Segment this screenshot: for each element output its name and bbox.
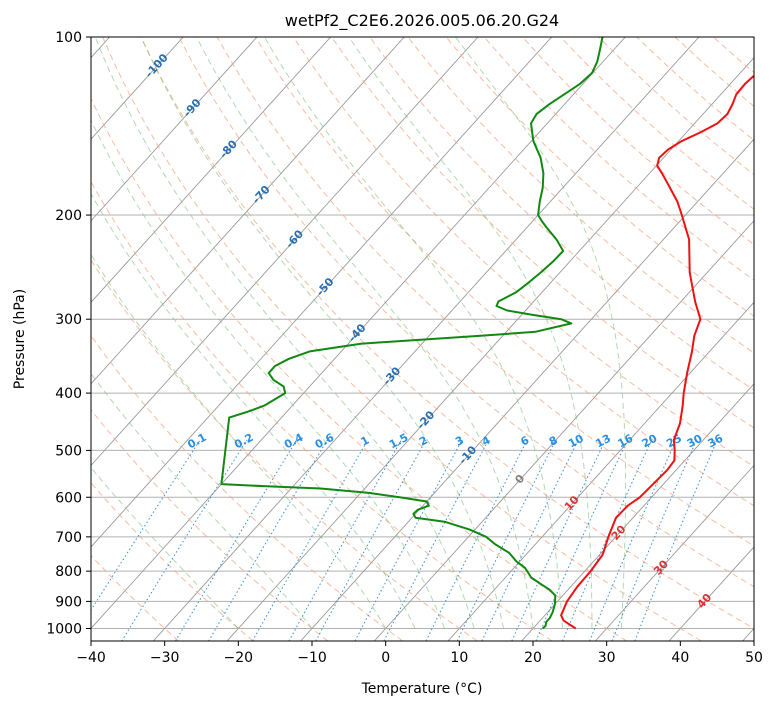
- x-tick-label: 40: [671, 650, 689, 666]
- y-tick-label: 400: [55, 386, 82, 402]
- isotherm-line: [521, 383, 754, 641]
- mixing-ratio-line: [511, 439, 606, 641]
- series-dewpoint-line: [220, 37, 604, 630]
- series-temperature-line: [560, 74, 754, 630]
- y-tick-label: 300: [55, 312, 82, 328]
- mixing-ratio-label: 13: [593, 432, 613, 451]
- dry-adiabat-line: [91, 482, 254, 641]
- x-axis-title: Temperature (°C): [361, 681, 483, 697]
- dry-adiabat-line: [91, 554, 179, 641]
- dry-adiabat-line: [102, 37, 702, 641]
- x-tick-label: −10: [297, 650, 327, 666]
- dry-adiabat-line: [91, 259, 478, 641]
- isotherm-line: [300, 138, 754, 641]
- mixing-ratio-line: [315, 439, 427, 641]
- moist-adiabat-line: [348, 37, 593, 629]
- mixing-ratio-label: 20: [640, 432, 660, 451]
- y-tick-label: 1000: [46, 621, 82, 637]
- dry-adiabat-line: [216, 37, 754, 547]
- y-tick-label: 200: [55, 208, 82, 224]
- mixing-ratio-line: [91, 439, 201, 612]
- dry-adiabat-line: [445, 37, 754, 317]
- x-tick-label: 10: [450, 650, 468, 666]
- plot-frame: [90, 36, 755, 642]
- moist-adiabat-line: [196, 37, 534, 629]
- dry-adiabat-line: [91, 408, 329, 641]
- y-axis: 1000 900 800 700 600 500 400 300 200 100: [46, 30, 91, 637]
- y-tick-label: 100: [55, 30, 82, 46]
- mixing-ratio-line: [562, 439, 653, 641]
- moist-adiabat-line: [91, 253, 387, 629]
- mixing-ratio-line: [288, 439, 402, 641]
- y-tick-label: 500: [55, 443, 82, 459]
- isotherm-line: [595, 464, 754, 641]
- mixing-ratio-line: [535, 439, 628, 641]
- moist-adiabat-line: [455, 37, 627, 629]
- chart-title: wetPf2_C2E6.2026.005.06.20.G24: [285, 11, 559, 31]
- isotherm-line: [91, 37, 331, 303]
- mixing-ratio-line: [208, 439, 328, 641]
- mixing-ratio-label: 36: [706, 432, 726, 451]
- y-tick-label: 800: [55, 564, 82, 580]
- mixing-ratio-line: [589, 439, 677, 641]
- mixing-ratio-line: [121, 439, 248, 641]
- dry-adiabat-line: [91, 180, 553, 641]
- moist-adiabat-line: [263, 37, 563, 629]
- background-lines: [91, 37, 754, 641]
- y-axis-title: Pressure (hPa): [12, 289, 28, 389]
- y-tick-label: 900: [55, 594, 82, 610]
- isotherm-line: [91, 37, 552, 548]
- isotherm-line: [226, 56, 754, 641]
- moist-adiabat-line: [94, 37, 475, 629]
- dry-adiabat-line: [140, 37, 754, 630]
- isotherm-line: [374, 220, 754, 641]
- x-tick-label: 0: [381, 650, 390, 666]
- x-axis: −40 −30 −20 −10 0 10 20 30 40 50: [76, 641, 763, 666]
- isotherm-line: [91, 37, 626, 630]
- mixing-ratio-line: [252, 439, 369, 641]
- mixing-ratio-label: 10: [566, 432, 586, 451]
- moist-adiabat-line: [91, 192, 416, 629]
- moist-adiabat-line: [91, 372, 313, 629]
- x-tick-label: −30: [150, 650, 180, 666]
- moist-adiabat-line: [91, 119, 446, 629]
- dry-adiabat-line: [178, 37, 754, 588]
- isotherm-line: [91, 37, 479, 467]
- dry-adiabat-line: [407, 37, 754, 354]
- x-tick-label: 20: [524, 650, 542, 666]
- mixing-ratio-label: 30: [685, 432, 705, 451]
- isotherm-line: [91, 37, 258, 222]
- y-tick-label: 600: [55, 490, 82, 506]
- moist-adiabat-line: [140, 37, 504, 629]
- mixing-ratio-line: [425, 439, 528, 641]
- isotherm-line: [91, 37, 405, 385]
- data-series: [220, 37, 754, 630]
- isotherm-line: [447, 301, 754, 641]
- x-tick-label: −40: [76, 650, 106, 666]
- x-tick-label: −20: [224, 650, 254, 666]
- x-tick-label: 30: [598, 650, 616, 666]
- y-tick-label: 700: [55, 530, 82, 546]
- x-tick-label: 50: [745, 650, 763, 666]
- mixing-ratio-label: 16: [616, 432, 636, 451]
- isotherm-line: [91, 37, 184, 140]
